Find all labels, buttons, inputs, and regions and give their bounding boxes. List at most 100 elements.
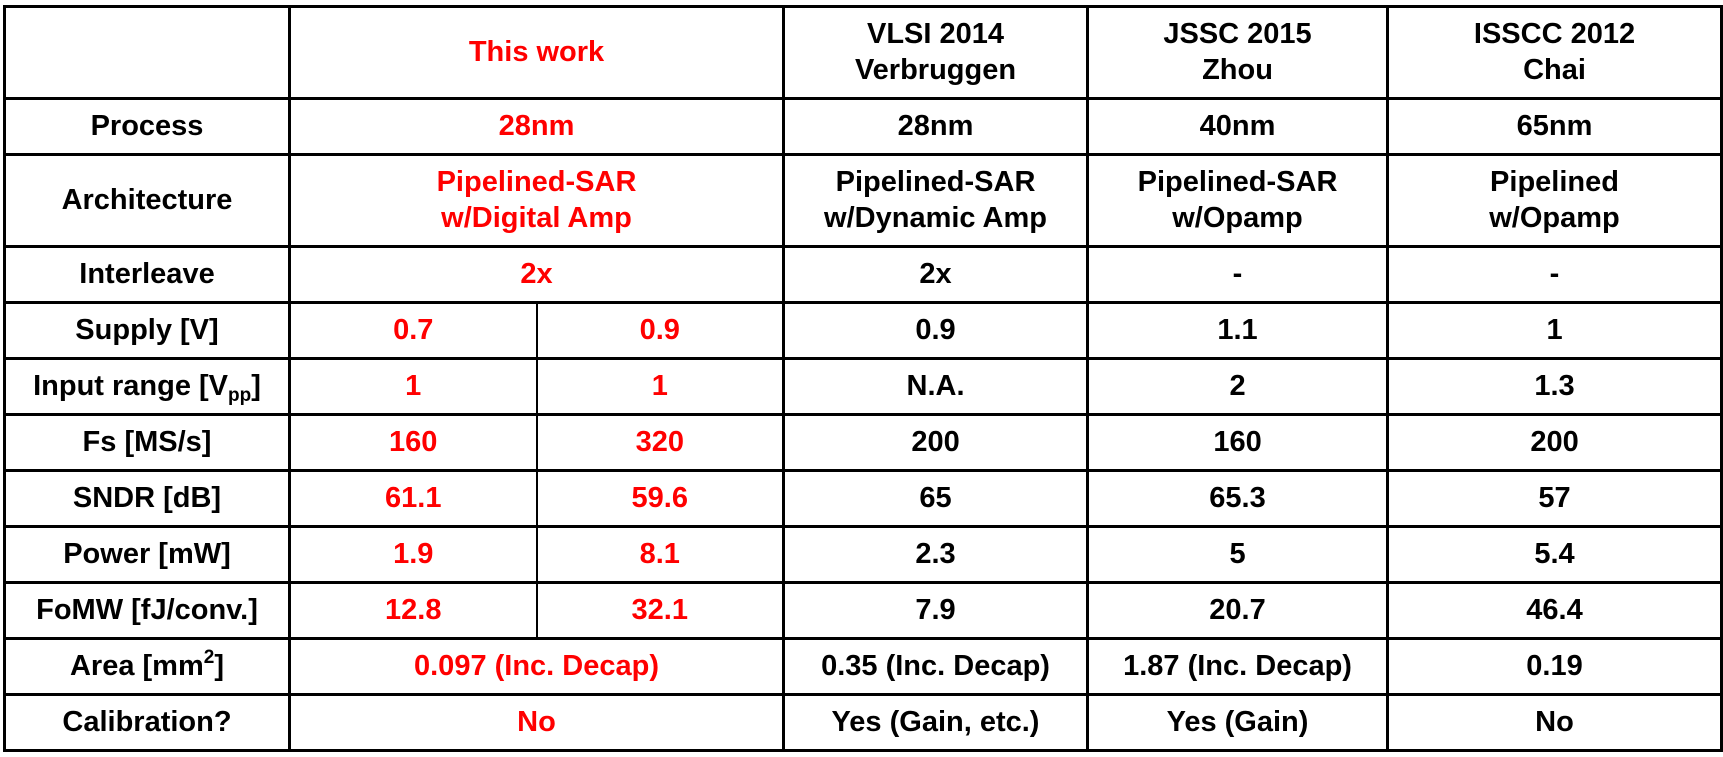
row-label: Fs [MS/s] [3,413,291,473]
cell-zhou: 65.3 [1086,469,1390,529]
row-label-superscript: 2 [203,646,215,668]
cell-verbruggen: 28nm [782,97,1090,157]
cell-this-work-b: 8.1 [535,525,786,585]
row-label-subscript: pp [228,384,252,406]
cell-chai: No [1386,692,1723,753]
cell-this-work: 28nm [287,97,786,157]
cell-line: Pipelined-SAR [835,166,1036,199]
row-label: Area [mm2] [3,637,291,696]
cell-chai: 1.3 [1386,357,1723,417]
header-verbruggen: VLSI 2014 Verbruggen [782,4,1090,101]
header-chai: ISSCC 2012 Chai [1386,4,1723,101]
cell-zhou: 1.1 [1086,301,1390,361]
cell-chai: Pipelined w/Opamp [1386,153,1723,249]
header-zhou-line1: JSSC 2015 [1163,18,1312,51]
header-row: This work VLSI 2014 Verbruggen JSSC 2015… [3,4,1723,101]
cell-this-work-a: 12.8 [288,581,538,640]
row-label: FoMW [fJ/conv.] [3,581,291,640]
cell-chai: 0.19 [1386,637,1723,696]
cell-line: Pipelined-SAR [1137,166,1338,199]
cell-chai: - [1386,245,1723,305]
row-input-range: Input range [Vpp] 1 1 N.A. 2 1.3 [3,357,1723,417]
cell-this-work-b: 0.9 [535,301,786,361]
row-sndr: SNDR [dB] 61.1 59.6 65 65.3 57 [3,469,1723,529]
cell-zhou: 160 [1086,413,1390,473]
header-chai-line1: ISSCC 2012 [1473,18,1636,51]
row-label: Calibration? [3,692,291,753]
cell-zhou: 20.7 [1086,581,1390,640]
header-chai-line2: Chai [1523,53,1586,86]
cell-zhou: Yes (Gain) [1086,692,1390,753]
cell-zhou: 40nm [1086,97,1390,157]
cell-verbruggen: 2.3 [782,525,1090,585]
cell-line: Pipelined [1490,166,1619,199]
cell-this-work: 0.097 (Inc. Decap) [287,637,786,696]
cell-this-work-a: 0.7 [288,301,538,361]
cell-this-work-a: 1 [288,357,538,417]
row-label: SNDR [dB] [3,469,291,529]
row-label-tail: ] [251,369,261,402]
cell-chai: 46.4 [1386,581,1723,640]
cell-line: w/Dynamic Amp [824,201,1047,234]
header-verbruggen-line2: Verbruggen [854,53,1017,86]
cell-this-work: No [287,692,786,753]
cell-line: w/Opamp [1489,201,1620,234]
row-calibration: Calibration? No Yes (Gain, etc.) Yes (Ga… [3,692,1723,753]
cell-line: w/Digital Amp [441,201,632,234]
row-label: Process [3,97,291,157]
cell-chai: 57 [1386,469,1723,529]
row-label: Input range [Vpp] [3,357,291,417]
cell-this-work-b: 59.6 [535,469,786,529]
row-label-text: Area [mm [69,649,204,682]
row-architecture: Architecture Pipelined-SAR w/Digital Amp… [3,153,1723,249]
cell-verbruggen: Pipelined-SAR w/Dynamic Amp [782,153,1090,249]
header-verbruggen-line1: VLSI 2014 [867,18,1005,51]
cell-zhou: - [1086,245,1390,305]
header-corner-cell [3,4,291,101]
cell-verbruggen: 0.9 [782,301,1090,361]
cell-zhou: 1.87 (Inc. Decap) [1086,637,1390,696]
cell-verbruggen: Yes (Gain, etc.) [782,692,1090,753]
header-zhou-line2: Zhou [1202,53,1273,86]
row-area: Area [mm2] 0.097 (Inc. Decap) 0.35 (Inc.… [3,637,1723,696]
row-fomw: FoMW [fJ/conv.] 12.8 32.1 7.9 20.7 46.4 [3,581,1723,640]
row-fs: Fs [MS/s] 160 320 200 160 200 [3,413,1723,473]
row-power: Power [mW] 1.9 8.1 2.3 5 5.4 [3,525,1723,585]
cell-chai: 200 [1386,413,1723,473]
cell-this-work-b: 320 [535,413,786,473]
row-label-tail: ] [214,649,225,682]
cell-this-work-b: 32.1 [535,581,786,640]
header-zhou: JSSC 2015 Zhou [1086,4,1390,101]
row-supply: Supply [V] 0.7 0.9 0.9 1.1 1 [3,301,1723,361]
cell-this-work: 2x [287,245,786,305]
header-this-work: This work [287,4,786,101]
cell-line: Pipelined-SAR [436,166,637,199]
cell-verbruggen: N.A. [782,357,1090,417]
cell-line: w/Opamp [1172,201,1303,234]
header-this-work-line1: This work [468,35,605,68]
cell-this-work-a: 61.1 [288,469,538,529]
row-label: Supply [V] [3,301,291,361]
cell-this-work-a: 160 [288,413,538,473]
cell-this-work-b: 1 [535,357,786,417]
cell-this-work: Pipelined-SAR w/Digital Amp [287,153,786,249]
cell-zhou: 2 [1086,357,1390,417]
row-label-text: Input range [V [33,369,229,402]
cell-chai: 5.4 [1386,525,1723,585]
cell-zhou: Pipelined-SAR w/Opamp [1086,153,1390,249]
cell-verbruggen: 7.9 [782,581,1090,640]
cell-chai: 65nm [1386,97,1723,157]
cell-verbruggen: 65 [782,469,1090,529]
row-label: Power [mW] [3,525,291,585]
row-process: Process 28nm 28nm 40nm 65nm [3,97,1723,157]
cell-verbruggen: 200 [782,413,1090,473]
cell-chai: 1 [1386,301,1723,361]
row-interleave: Interleave 2x 2x - - [3,245,1723,305]
cell-this-work-a: 1.9 [288,525,538,585]
cell-zhou: 5 [1086,525,1390,585]
comparison-table: This work VLSI 2014 Verbruggen JSSC 2015… [3,4,1723,753]
row-label: Architecture [3,153,291,249]
cell-verbruggen: 0.35 (Inc. Decap) [782,637,1090,696]
cell-verbruggen: 2x [782,245,1090,305]
